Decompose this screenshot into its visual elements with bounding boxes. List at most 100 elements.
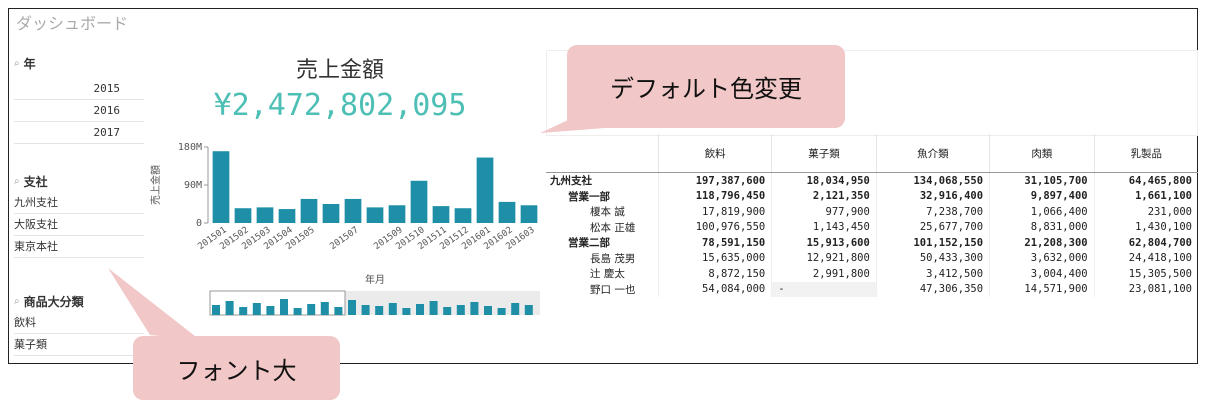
bar bbox=[388, 205, 406, 223]
cell: 15,635,000 bbox=[657, 250, 772, 266]
pivot-table: 飲料 菓子類 魚介類 肉類 乳製品 九州支社 197,387,600 18,034,950 13… bbox=[546, 134, 1198, 314]
cell: 14,571,900 bbox=[989, 281, 1095, 297]
row-label: 辻 慶太 bbox=[590, 268, 625, 281]
mini-bar bbox=[225, 301, 234, 315]
table: 飲料 菓子類 魚介類 肉類 乳製品 九州支社 197,387,600 18,034,950 13… bbox=[546, 134, 1198, 297]
mini-bar bbox=[239, 307, 248, 315]
filter[interactable]: ⌕ 商品大分類 飲料 菓子類 bbox=[14, 290, 144, 356]
filter[interactable]: ⌕ 支社 九州支社 大阪支社 東京本社 bbox=[14, 170, 144, 258]
y-axis-label: 売上金額 bbox=[149, 165, 162, 205]
mini-bar bbox=[375, 306, 384, 315]
cell: 21,208,300 bbox=[989, 235, 1095, 251]
filter-item[interactable]: 菓子類 bbox=[14, 334, 144, 356]
cell: 8,831,000 bbox=[989, 219, 1095, 235]
cell: 134,068,550 bbox=[875, 172, 990, 189]
bar bbox=[366, 207, 384, 223]
table-row: 九州支社 197,387,600 18,034,950 134,068,550 31,1… bbox=[546, 172, 1198, 189]
filter-item[interactable]: 2016 bbox=[14, 100, 144, 122]
search-icon: ⌕ bbox=[14, 57, 20, 69]
table-row: 野口 一也 54,084,000-47,306,350 14,571,900 23,0… bbox=[546, 281, 1198, 297]
cell: 15,913,600 bbox=[771, 235, 877, 251]
column-header: 菓子類 bbox=[771, 134, 877, 173]
mini-bar bbox=[443, 307, 452, 315]
cell: 977,900 bbox=[771, 204, 877, 220]
table-row: 営業一部 118,796,450 2,121,350 32,916,400 9,897,… bbox=[546, 188, 1198, 204]
column-header: 肉類 bbox=[989, 134, 1095, 173]
y-tick-label: 180M bbox=[178, 142, 202, 153]
bar bbox=[432, 206, 450, 223]
cell: 101,152,150 bbox=[875, 235, 990, 251]
mini-bar bbox=[470, 302, 479, 315]
mini-bar bbox=[280, 299, 288, 315]
cell: 231,000 bbox=[1093, 204, 1198, 220]
mini-bar bbox=[497, 308, 506, 315]
row-label: 野口 一也 bbox=[590, 283, 636, 296]
bar bbox=[520, 205, 538, 223]
bar bbox=[256, 207, 274, 223]
row-label: 営業二部 bbox=[568, 237, 610, 250]
cell: 17,819,900 bbox=[657, 204, 772, 220]
cell: 25,677,700 bbox=[875, 219, 990, 235]
cell: 8,872,150 bbox=[657, 266, 772, 282]
cell: 47,306,350 bbox=[875, 281, 990, 297]
table-row: 辻 慶太 8,872,150 2,991,800 3,412,500 3,004,400… bbox=[546, 266, 1198, 282]
callout: フォント大 bbox=[133, 336, 340, 400]
cell: 62,804,700 bbox=[1093, 235, 1198, 251]
filter-item[interactable]: 飲料 bbox=[14, 312, 144, 334]
filter-title-text: 支社 bbox=[23, 174, 48, 189]
callout: デフォルト色変更 bbox=[567, 45, 845, 128]
cell: 78,591,150 bbox=[657, 235, 772, 251]
filter-item[interactable]: 大阪支社 bbox=[14, 214, 144, 236]
cell: - bbox=[771, 281, 877, 297]
mini-bar bbox=[416, 304, 424, 315]
bar bbox=[212, 151, 230, 223]
cell: 64,465,800 bbox=[1093, 172, 1198, 189]
filter-title-text: 商品大分類 bbox=[23, 294, 84, 309]
bar bbox=[498, 201, 516, 223]
cell: 12,921,800 bbox=[771, 250, 877, 266]
row-label: 長島 茂男 bbox=[590, 252, 636, 265]
cell: 24,418,100 bbox=[1093, 250, 1198, 266]
cell: 100,976,550 bbox=[657, 219, 772, 235]
filter-item[interactable]: 2017 bbox=[14, 122, 144, 144]
bar bbox=[476, 157, 494, 223]
y-tick-label: 0 bbox=[196, 218, 202, 229]
cell: 9,897,400 bbox=[989, 188, 1095, 204]
cell: 31,105,700 bbox=[989, 172, 1095, 189]
filter-title: ⌕ 商品大分類 bbox=[14, 290, 144, 312]
filter-item[interactable]: 九州支社 bbox=[14, 192, 144, 214]
bar bbox=[344, 198, 362, 223]
filter-item[interactable]: 東京本社 bbox=[14, 236, 144, 258]
pointer bbox=[108, 268, 200, 340]
bar bbox=[322, 204, 340, 223]
mini-bar bbox=[456, 305, 465, 315]
bar bbox=[454, 208, 472, 223]
cell: 23,081,100 bbox=[1093, 281, 1198, 297]
mini-bar bbox=[320, 302, 329, 315]
kpi-label: 売上金額 bbox=[295, 58, 384, 83]
filter-title-text: 年 bbox=[23, 56, 36, 71]
cell: 3,004,400 bbox=[989, 266, 1095, 282]
filter-item[interactable]: 2015 bbox=[14, 78, 144, 100]
mini-bar bbox=[484, 306, 492, 315]
cell: 1,430,100 bbox=[1093, 219, 1198, 235]
row-label: 営業一部 bbox=[568, 190, 610, 203]
cell: 197,387,600 bbox=[657, 172, 772, 189]
mini-bar bbox=[388, 303, 397, 315]
mini-bar bbox=[334, 307, 343, 315]
mini-bar bbox=[402, 308, 411, 315]
mini-bar bbox=[524, 305, 533, 315]
table-row: 長島 茂男 15,635,000 12,921,800 50,433,300 3,632… bbox=[546, 250, 1198, 266]
column-header: 飲料 bbox=[657, 134, 772, 173]
cell: 1,066,400 bbox=[989, 204, 1095, 220]
header-row: 飲料 菓子類 魚介類 肉類 乳製品 bbox=[546, 134, 1198, 173]
mini-bar bbox=[212, 305, 220, 315]
cell: 2,991,800 bbox=[771, 266, 877, 282]
table-row: 営業二部 78,591,150 15,913,600 101,152,150 21,20… bbox=[546, 235, 1198, 251]
filter[interactable]: ⌕ 年 2015 2016 2017 bbox=[14, 52, 144, 144]
mini-bar bbox=[361, 305, 370, 315]
cell: 15,305,500 bbox=[1093, 266, 1198, 282]
cell: 54,084,000 bbox=[657, 281, 772, 297]
page-title: ダッシュボード bbox=[16, 14, 129, 33]
